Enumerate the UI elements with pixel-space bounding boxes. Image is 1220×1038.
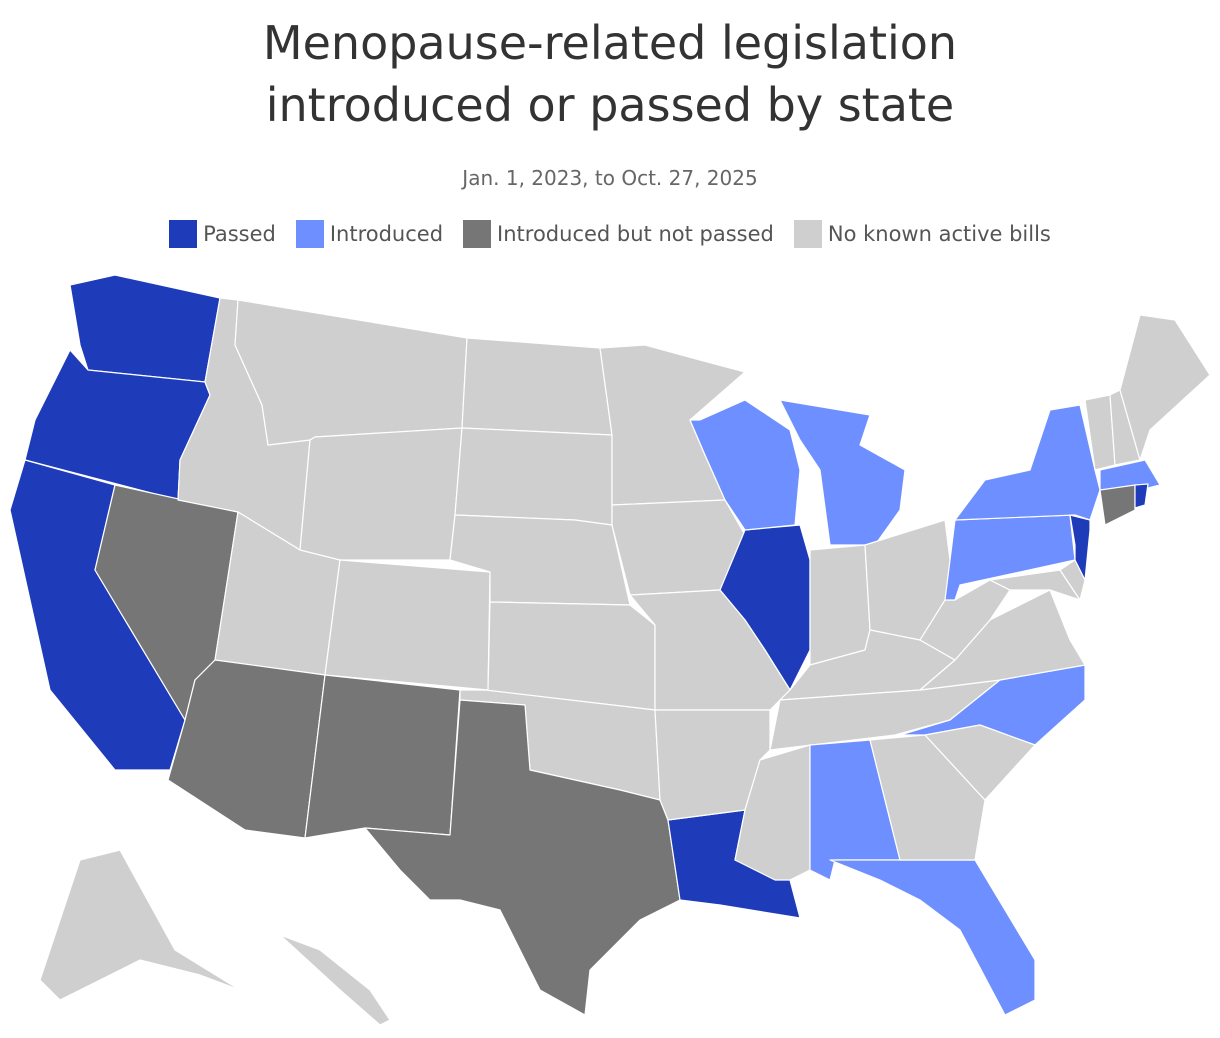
legend-label: Introduced but not passed — [497, 222, 774, 246]
state — [39, 849, 241, 1001]
state — [1099, 484, 1136, 526]
state — [324, 559, 491, 691]
legend-swatch — [463, 220, 492, 248]
legend-swatch — [295, 220, 324, 248]
state — [989, 569, 1081, 601]
state — [919, 579, 1011, 661]
legend-item: Introduced but not passed — [463, 220, 774, 248]
state — [461, 337, 613, 436]
state — [1099, 459, 1161, 491]
state — [954, 404, 1101, 521]
legend: Passed Introduced Introduced but not passe… — [0, 220, 1220, 248]
state — [829, 859, 1036, 1016]
legend-label: Passed — [203, 222, 276, 246]
state — [1069, 514, 1091, 581]
state — [234, 299, 468, 446]
legend-item: Passed — [169, 220, 276, 248]
state — [454, 427, 613, 526]
header: Menopause-related legislation introduced… — [0, 12, 1220, 248]
legend-item: No known active bills — [793, 220, 1051, 248]
state — [364, 699, 681, 1016]
state — [779, 399, 906, 546]
state — [304, 674, 461, 839]
state — [279, 934, 391, 1026]
title-line: introduced or passed by state — [265, 78, 955, 132]
state — [297, 427, 463, 561]
state — [809, 544, 871, 666]
subtitle: Jan. 1, 2023, to Oct. 27, 2025 — [462, 166, 758, 190]
state — [69, 274, 221, 383]
title-line: Menopause-related legislation — [262, 16, 958, 70]
state — [869, 734, 986, 861]
state — [689, 399, 801, 531]
legend-label: No known active bills — [827, 222, 1051, 246]
state — [1134, 483, 1149, 509]
legend-item: Introduced — [295, 220, 444, 248]
legend-swatch — [169, 220, 198, 248]
state — [924, 724, 1036, 801]
legend-swatch — [793, 220, 822, 248]
state — [1119, 314, 1211, 461]
legend-label: Introduced — [329, 222, 444, 246]
